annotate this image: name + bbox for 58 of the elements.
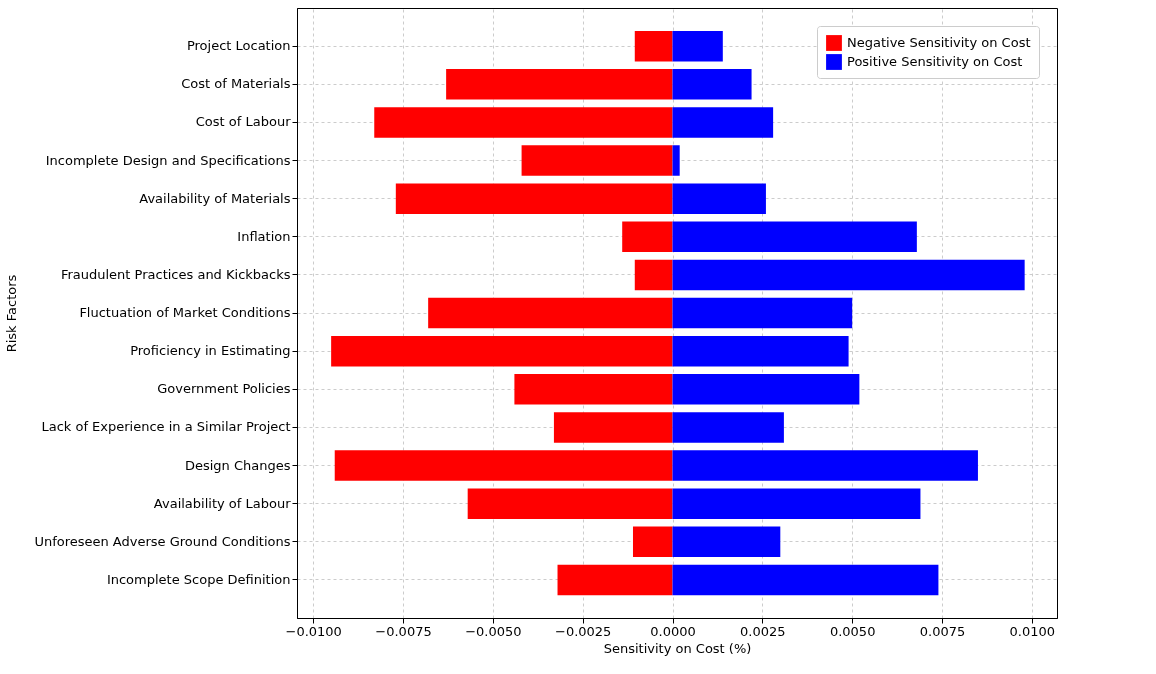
bar — [622, 221, 673, 252]
y-tick-label: Lack of Experience in a Similar Project — [41, 419, 291, 435]
y-tick-label: Incomplete Scope Definition — [106, 571, 291, 587]
bar — [672, 259, 1025, 291]
bar — [557, 564, 673, 596]
y-tick-label: Availability of Labour — [153, 495, 292, 511]
bar — [672, 69, 752, 100]
bar — [672, 564, 939, 596]
bar — [395, 183, 673, 214]
bar — [672, 374, 860, 405]
bar — [672, 183, 766, 214]
bar — [428, 297, 673, 329]
bar — [672, 297, 853, 329]
bar — [672, 107, 774, 138]
bar — [672, 450, 978, 481]
bar — [672, 30, 723, 62]
y-tick-label: Fraudulent Practices and Kickbacks — [60, 266, 291, 282]
x-tick-label: −0.0050 — [465, 623, 522, 639]
x-axis-title: Sensitivity on Cost (%) — [603, 640, 752, 656]
bar — [331, 335, 673, 367]
bar — [446, 69, 673, 100]
y-tick-label: Unforeseen Adverse Ground Conditions — [34, 533, 291, 549]
x-tick-label: −0.0100 — [285, 623, 342, 639]
bar — [634, 259, 673, 291]
bar — [672, 221, 917, 252]
bar — [521, 145, 673, 176]
y-tick-label: Design Changes — [184, 457, 291, 473]
bar — [672, 145, 680, 176]
legend-label: Positive Sensitivity on Cost — [847, 54, 1023, 69]
bar — [467, 488, 673, 519]
bar — [672, 526, 781, 557]
bar — [672, 412, 784, 443]
x-tick-label: −0.0025 — [554, 623, 612, 639]
x-tick-label: 0.0100 — [1009, 623, 1056, 639]
bar — [672, 335, 849, 367]
y-tick-label: Proficiency in Estimating — [130, 343, 291, 359]
x-tick-label: 0.0025 — [740, 623, 786, 639]
bar — [634, 30, 673, 62]
y-tick-label: Government Policies — [157, 381, 291, 397]
x-tick-label: −0.0075 — [375, 623, 432, 639]
bar — [334, 450, 673, 481]
x-tick-label: 0.0075 — [919, 623, 966, 639]
y-tick-label: Project Location — [186, 38, 291, 54]
bar — [374, 107, 673, 138]
y-tick-label: Cost of Materials — [181, 76, 291, 92]
bar — [514, 374, 673, 405]
y-tick-label: Fluctuation of Market Conditions — [79, 305, 291, 320]
y-tick-label: Inflation — [237, 228, 291, 244]
bar — [632, 526, 673, 557]
y-tick-label: Cost of Labour — [195, 114, 292, 130]
legend-label: Negative Sensitivity on Cost — [847, 35, 1031, 50]
y-tick-label: Incomplete Design and Specifications — [45, 152, 291, 168]
bar — [553, 412, 673, 443]
y-axis-title: Risk Factors — [4, 274, 20, 353]
bar — [672, 488, 921, 519]
y-tick-label: Availability of Materials — [139, 190, 291, 206]
x-tick-label: 0.0000 — [650, 623, 696, 639]
x-tick-label: 0.0050 — [829, 623, 876, 639]
